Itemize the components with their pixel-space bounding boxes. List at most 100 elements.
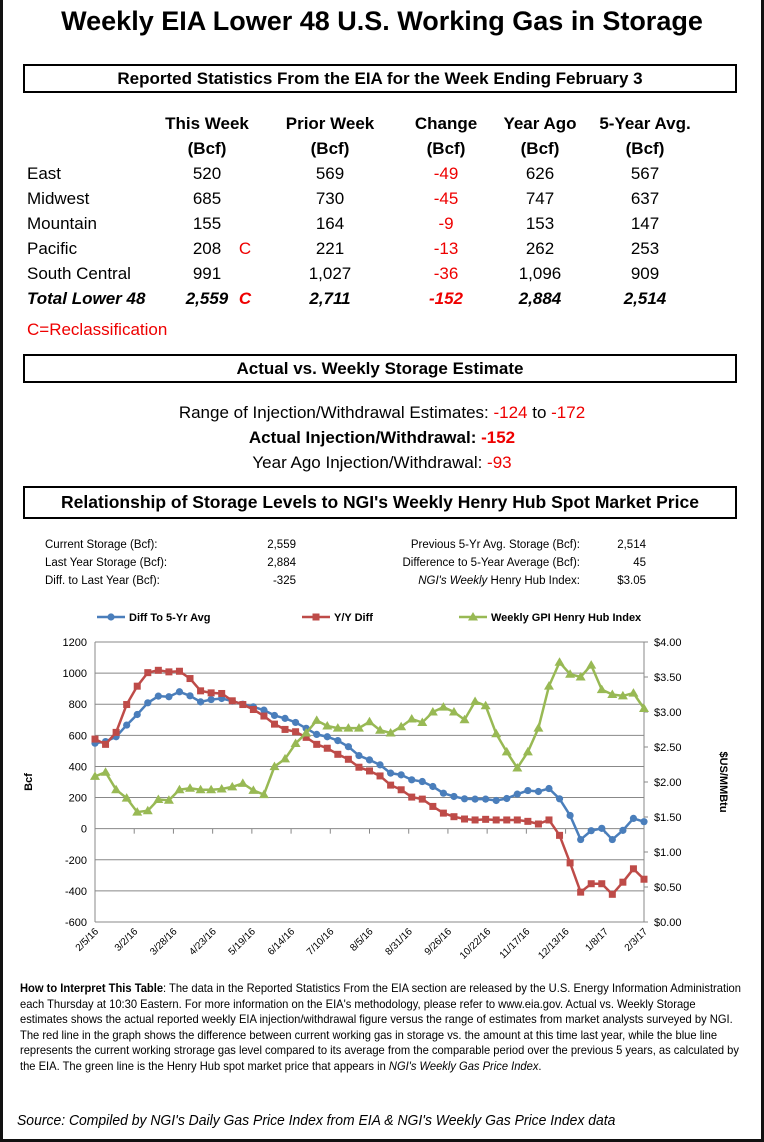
- data-point: [334, 750, 342, 758]
- data-point: [258, 789, 269, 799]
- cell-change: -13: [433, 239, 459, 258]
- cell-this-week: 155: [192, 214, 222, 233]
- y-tick-label: 1000: [63, 668, 87, 680]
- cell-year-ago: 747: [525, 189, 555, 208]
- data-point: [429, 782, 437, 791]
- diff-last-year-value: -325: [272, 575, 296, 587]
- cell-change: -9: [438, 214, 454, 233]
- y2-tick-label: $3.00: [654, 707, 682, 719]
- column-header: Prior Week: [285, 114, 375, 133]
- cell-this-week: 520: [192, 164, 222, 183]
- data-point: [197, 687, 205, 695]
- data-point: [566, 811, 574, 820]
- data-point: [144, 699, 152, 707]
- data-point: [417, 717, 428, 726]
- x-tick-label: 2/5/16: [74, 926, 102, 954]
- data-point: [239, 701, 247, 709]
- data-point: [365, 756, 374, 764]
- data-point: [323, 733, 331, 741]
- data-point: [598, 880, 606, 888]
- x-tick-label: 8/5/16: [348, 926, 376, 954]
- data-point: [524, 817, 532, 825]
- storage-price-chart: 1200 1000 800 600 400 200 0 -200 -400 -600 $4.00 $3…: [23, 612, 729, 962]
- cell-change: -36: [433, 264, 459, 283]
- data-point: [112, 728, 120, 736]
- prev-5yr-label: Previous 5-Yr Avg. Storage (Bcf):: [410, 539, 580, 551]
- data-point: [607, 689, 618, 698]
- data-point: [387, 781, 395, 789]
- y2-tick-label: $1.00: [654, 847, 682, 859]
- data-point: [260, 712, 268, 720]
- data-point: [174, 784, 185, 794]
- data-point: [545, 816, 553, 824]
- relationship-heading: Relationship of Storage Levels to NGI's …: [23, 486, 737, 519]
- reclassification-footnote: C=Reclassification: [27, 320, 168, 339]
- cell-avg5: 253: [630, 239, 660, 258]
- x-tick-label: 2/3/17: [623, 926, 651, 954]
- year-ago-label: Year Ago Injection/Withdrawal:: [252, 453, 488, 472]
- row-region: Pacific: [27, 239, 78, 258]
- cell-change: -49: [433, 164, 459, 183]
- series-line-0: [94, 690, 645, 842]
- cell-year-ago: 262: [525, 239, 555, 258]
- notes-heading: How to Interpret This Table: [20, 981, 164, 995]
- data-point: [533, 723, 544, 732]
- data-point: [281, 714, 289, 722]
- data-point: [629, 814, 638, 822]
- data-point: [460, 795, 469, 803]
- data-point: [144, 669, 152, 677]
- data-point: [313, 740, 321, 748]
- cell-this-week: 208: [192, 239, 222, 258]
- data-point: [628, 688, 639, 697]
- data-point: [556, 831, 564, 839]
- data-point: [269, 761, 280, 771]
- y-tick-label: 600: [69, 730, 87, 742]
- y-tick-label: -200: [65, 855, 87, 867]
- data-point: [482, 795, 490, 803]
- legend-label: Y/Y Diff: [334, 612, 373, 624]
- data-point: [608, 890, 616, 898]
- data-point: [545, 784, 553, 793]
- data-point: [587, 880, 595, 888]
- data-point: [427, 707, 438, 716]
- data-point: [216, 784, 227, 793]
- data-point: [470, 696, 481, 705]
- year-ago-withdrawal: Year Ago Injection/Withdrawal: -93: [0, 450, 764, 475]
- cell-avg5: 567: [630, 164, 660, 183]
- data-point: [376, 772, 384, 780]
- data-point: [260, 706, 268, 714]
- data-point: [196, 698, 205, 706]
- data-point: [406, 714, 417, 723]
- data-point: [596, 684, 607, 694]
- cell-change: -152: [428, 289, 464, 308]
- data-point: [102, 740, 110, 748]
- cell-prior: 569: [315, 164, 345, 183]
- data-point: [195, 784, 206, 794]
- data-point: [586, 660, 597, 669]
- data-point: [292, 728, 300, 736]
- data-point: [302, 733, 310, 741]
- estimate-heading: Actual vs. Weekly Storage Estimate: [23, 354, 737, 383]
- row-region: Midwest: [27, 189, 90, 208]
- legend-marker: [312, 613, 320, 621]
- notes-italic: NGI's Weekly Gas Price Index: [388, 1058, 539, 1073]
- data-point: [123, 721, 131, 729]
- cell-this-week: 991: [192, 264, 222, 283]
- x-tick-label: 6/14/16: [266, 926, 298, 958]
- y2-tick-label: $3.50: [654, 672, 682, 684]
- data-point: [587, 827, 595, 835]
- x-tick-label: 9/26/16: [423, 926, 455, 958]
- cell-prior: 164: [315, 214, 345, 233]
- cell-year-ago: 153: [525, 214, 555, 233]
- row-region: Mountain: [27, 214, 97, 233]
- data-point: [366, 767, 373, 775]
- data-point: [491, 728, 502, 738]
- index-label: Henry Hub Index:: [487, 575, 581, 587]
- data-point: [503, 794, 511, 803]
- x-tick-label: 4/23/16: [187, 926, 219, 958]
- data-point: [228, 697, 236, 705]
- reclass-flag: C: [238, 239, 252, 258]
- y-tick-label: 200: [69, 793, 87, 805]
- data-point: [639, 703, 649, 712]
